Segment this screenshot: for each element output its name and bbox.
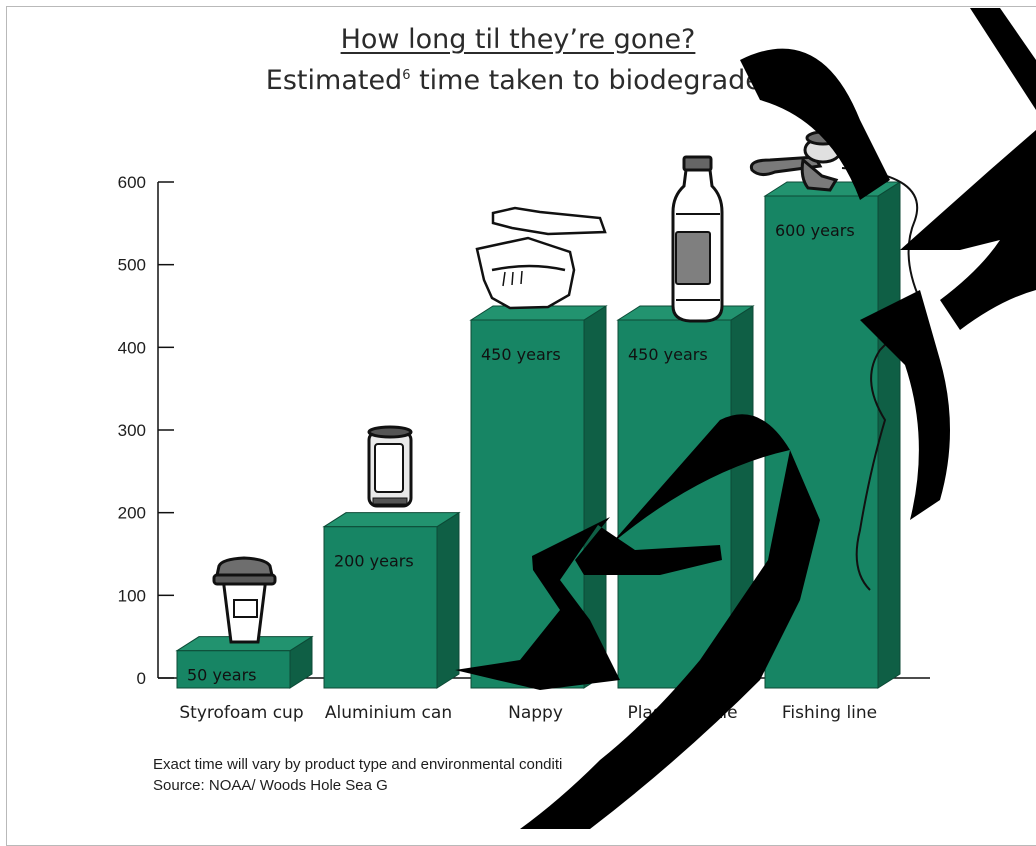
subtitle-footnote-6: 6 xyxy=(402,68,411,83)
y-tick-label: 600 xyxy=(118,173,146,192)
bar-top xyxy=(322,512,461,528)
styrofoam-cup-icon xyxy=(212,556,277,644)
bar-data-label: 600 years xyxy=(775,221,855,240)
x-category-label: Aluminium can xyxy=(325,703,452,723)
bar-data-label: 450 years xyxy=(628,345,708,364)
y-tick-label: 300 xyxy=(118,421,146,440)
bar-side xyxy=(436,511,460,689)
bar: 450 years xyxy=(469,305,608,689)
x-category-label: Nappy xyxy=(508,703,563,723)
bar-top xyxy=(469,305,608,321)
chart-titles: How long til they’re gone? Estimated6 ti… xyxy=(0,22,1036,100)
bar-data-label: 200 years xyxy=(334,552,414,571)
source-text: Source: NOAA/ Woods Hole Sea G xyxy=(153,777,388,794)
chart-subtitle: Estimated6 time taken to biodegrade7 xyxy=(0,62,1036,100)
chart-footnote-block: Exact time will vary by product type and… xyxy=(153,754,562,796)
x-category-label: Styrofoam cup xyxy=(179,703,303,723)
subtitle-text-2: time taken to biodegrade xyxy=(410,65,762,96)
bar-data-label: 50 years xyxy=(187,666,256,685)
footnote-text: Exact time will vary by product type and… xyxy=(153,756,563,773)
bar-data-label: 450 years xyxy=(481,345,561,364)
bar: 50 years xyxy=(175,635,314,689)
chart-title: How long til they’re gone? xyxy=(340,24,696,55)
bar-front xyxy=(617,319,732,689)
y-tick-label: 100 xyxy=(118,586,146,605)
bar: 200 years xyxy=(322,511,461,689)
bar-top xyxy=(175,636,314,652)
y-tick-label: 500 xyxy=(118,256,146,275)
aluminium-can-icon xyxy=(367,425,413,508)
chart-bars: 50 years Styrofoam cup 200 years Aluminium … xyxy=(175,181,902,723)
plastic-bottle-icon xyxy=(671,155,724,323)
watermark-letters xyxy=(455,8,1036,829)
x-category-label: Fishing line xyxy=(782,703,877,723)
bar-chart: 0 100 200 300 400 500 600 50 years Styrofoam cu… xyxy=(118,8,1036,829)
y-tick-label: 400 xyxy=(118,338,146,357)
y-tick-label: 200 xyxy=(118,504,146,523)
nappy-icon xyxy=(475,206,607,310)
subtitle-text: Estimated xyxy=(265,65,403,96)
y-tick-label: 0 xyxy=(137,669,146,688)
